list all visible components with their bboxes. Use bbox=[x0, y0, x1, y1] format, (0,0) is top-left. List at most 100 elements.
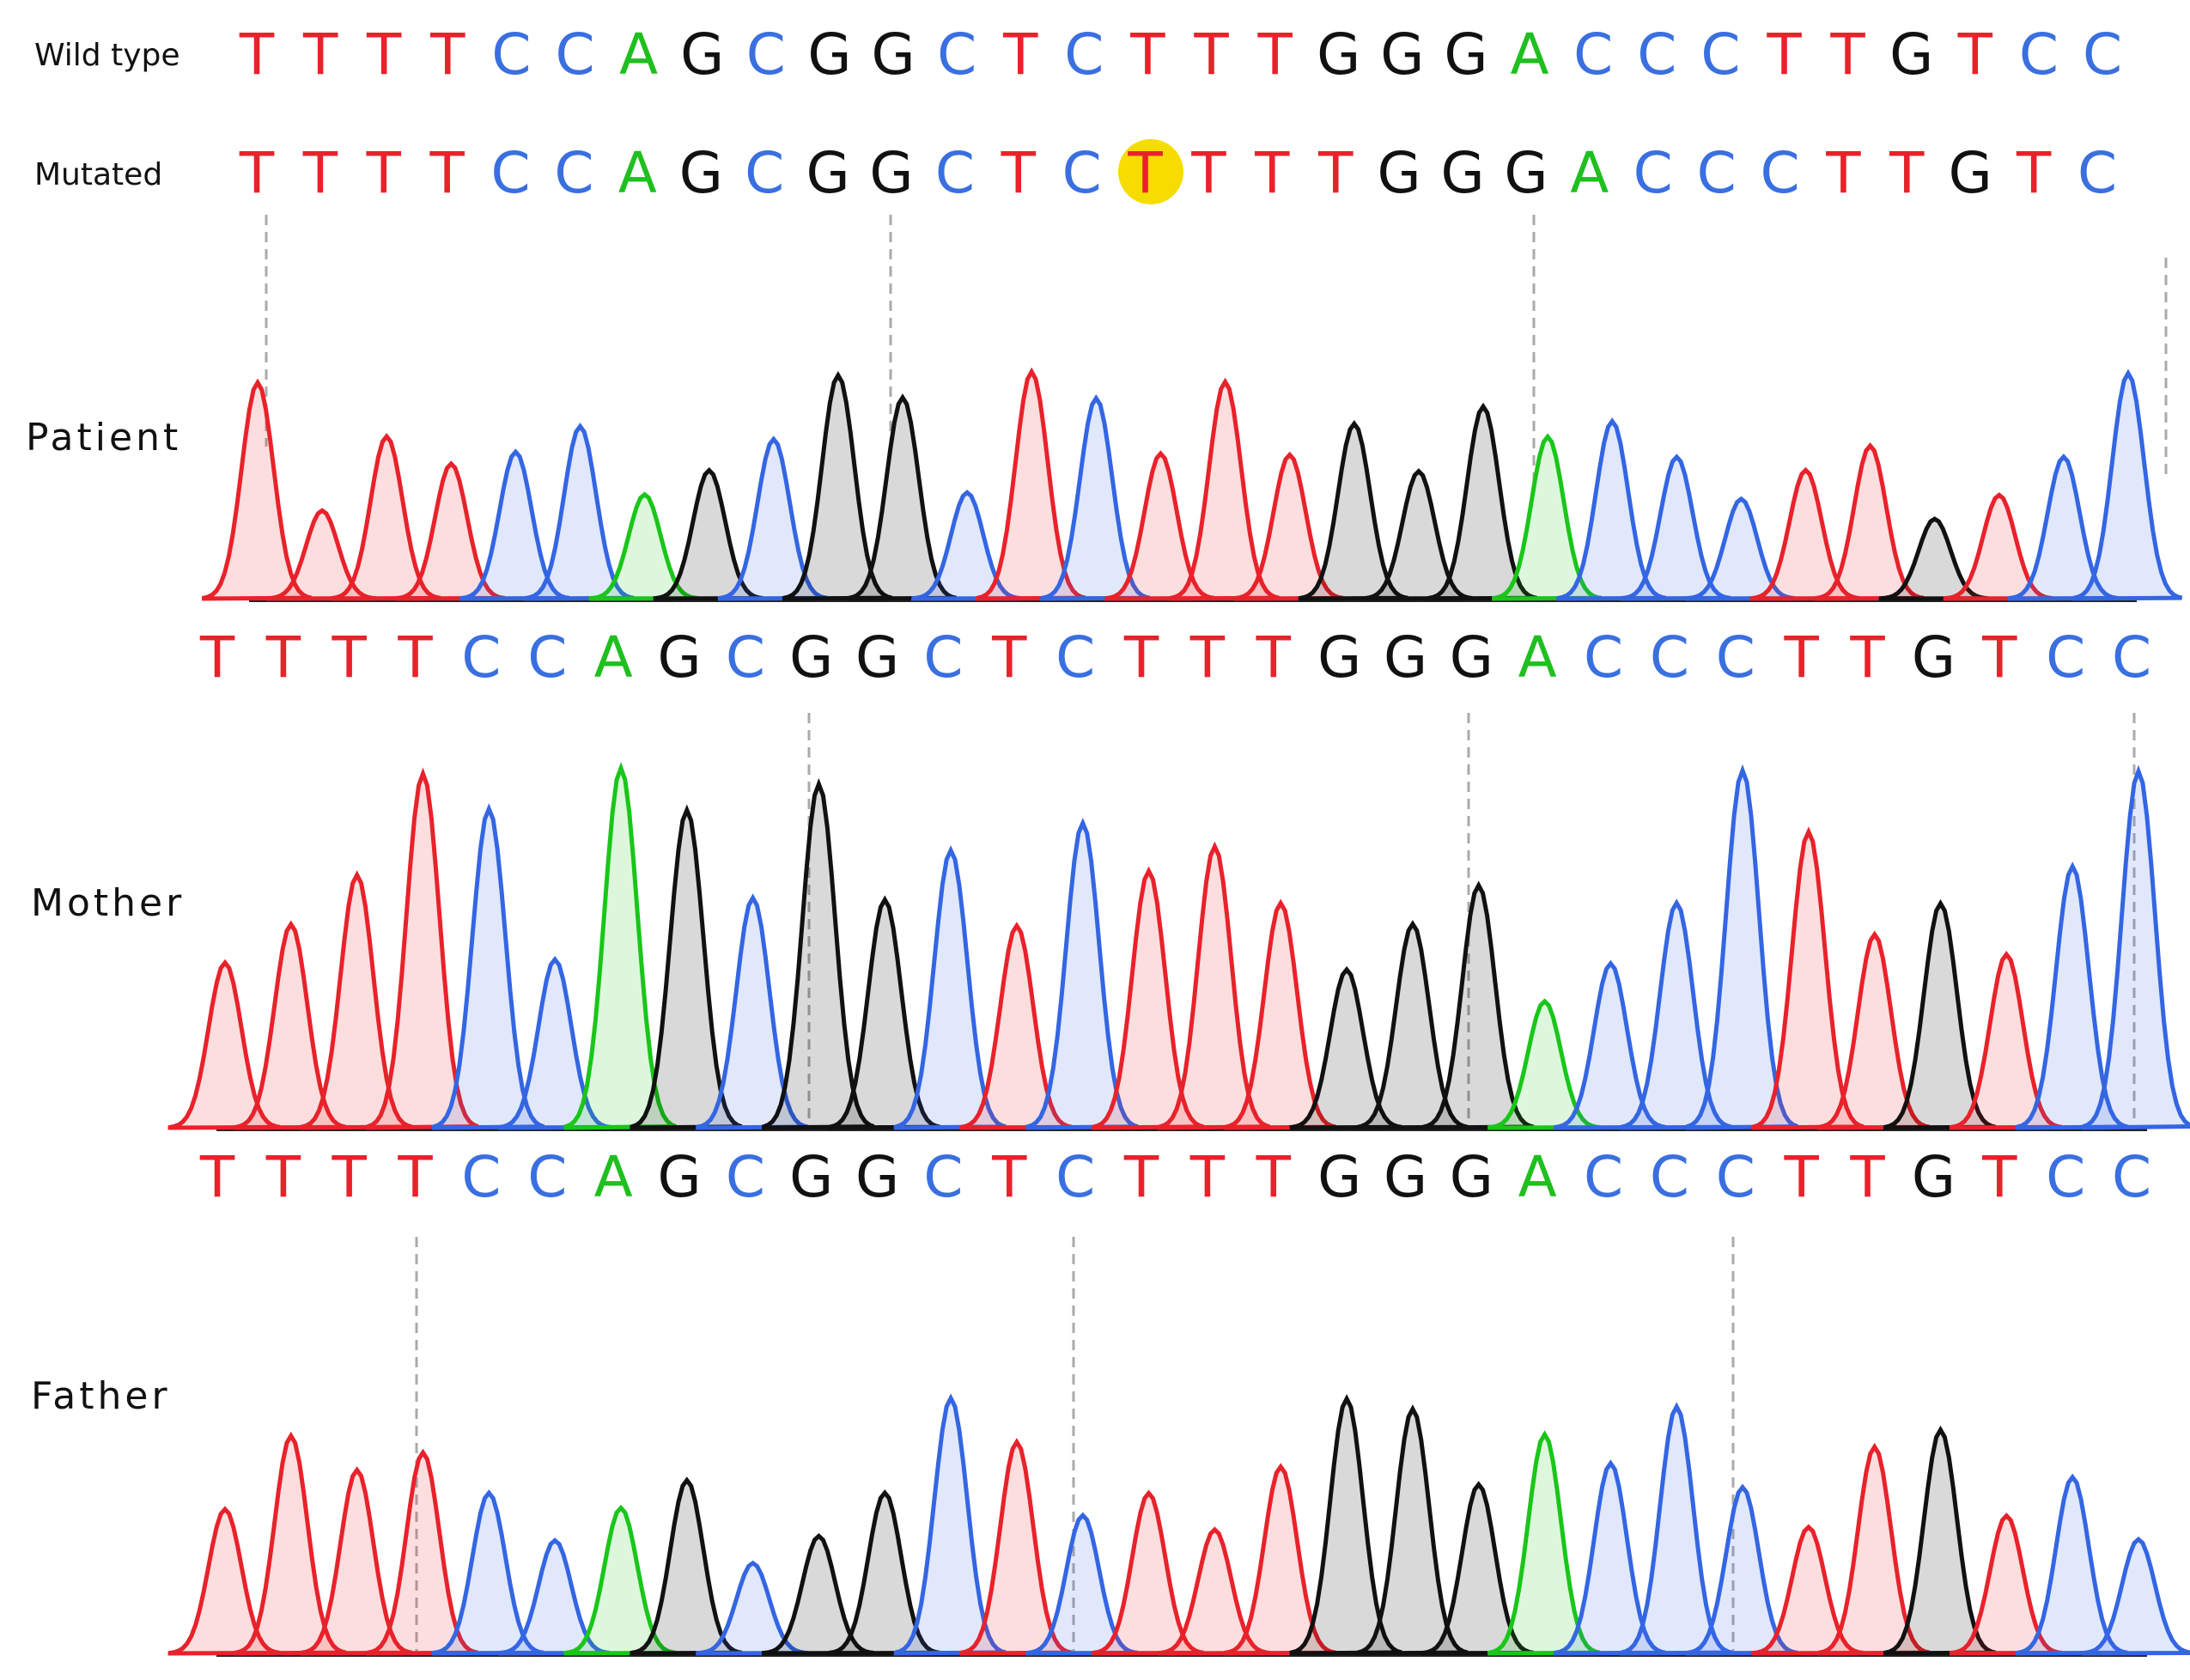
peak bbox=[696, 893, 809, 1130]
base-letter: T bbox=[991, 624, 1027, 691]
peak bbox=[1355, 920, 1469, 1130]
base-letter: G bbox=[657, 1144, 701, 1210]
base-letter: G bbox=[1504, 140, 1548, 206]
base-letter: T bbox=[199, 1144, 235, 1210]
base-letter: T bbox=[1254, 140, 1290, 206]
peak bbox=[1487, 998, 1600, 1130]
base-letter: C bbox=[1055, 1144, 1095, 1210]
peak bbox=[1421, 1481, 1535, 1656]
base-letter: C bbox=[1584, 624, 1623, 691]
peak bbox=[1685, 1483, 1798, 1656]
base-letter: C bbox=[2046, 1144, 2085, 1210]
peak bbox=[1817, 930, 1931, 1130]
peak bbox=[497, 956, 611, 1130]
peak bbox=[1421, 880, 1535, 1130]
peak bbox=[1298, 420, 1408, 601]
peak bbox=[431, 1489, 544, 1656]
base-letter: C bbox=[2112, 624, 2151, 691]
peak bbox=[782, 370, 893, 601]
peak bbox=[1943, 492, 2053, 601]
peak bbox=[1619, 1402, 1732, 1656]
row-label: Mutated bbox=[34, 157, 162, 192]
base-letter: T bbox=[1766, 21, 1802, 88]
peak bbox=[1817, 1442, 1931, 1656]
base-letter: G bbox=[869, 140, 913, 206]
peak bbox=[1233, 451, 1344, 601]
peak bbox=[1487, 1430, 1601, 1656]
peak bbox=[1949, 950, 2062, 1130]
peak bbox=[1556, 417, 1667, 601]
peak bbox=[1685, 496, 1796, 601]
base-letter: A bbox=[1518, 1144, 1557, 1210]
base-letter: C bbox=[1650, 1144, 1689, 1210]
base-letter: G bbox=[1384, 624, 1427, 691]
peak bbox=[1751, 1524, 1865, 1656]
base-letter: C bbox=[1760, 140, 1799, 206]
base-letter: G bbox=[871, 21, 915, 88]
peak bbox=[959, 1438, 1073, 1656]
peak bbox=[563, 1504, 677, 1656]
peak bbox=[365, 767, 479, 1130]
base-letter: T bbox=[302, 21, 338, 88]
trace bbox=[167, 1393, 2190, 1657]
base-letter: C bbox=[937, 21, 976, 88]
peak bbox=[2071, 368, 2183, 601]
base-letter: T bbox=[1981, 1144, 2017, 1210]
peak bbox=[2081, 1536, 2190, 1656]
base-letter: C bbox=[1573, 21, 1613, 88]
peak bbox=[1104, 450, 1215, 601]
peak bbox=[1169, 377, 1280, 601]
base-letter: G bbox=[855, 1144, 899, 1210]
base-letter: T bbox=[1317, 140, 1354, 206]
base-letter: C bbox=[2077, 140, 2117, 206]
panel-label: Mother bbox=[31, 881, 185, 925]
peak bbox=[1040, 394, 1151, 601]
peak bbox=[1878, 516, 1989, 601]
base-letter: T bbox=[1829, 21, 1865, 88]
base-letter: G bbox=[679, 140, 723, 206]
peak bbox=[761, 1533, 874, 1656]
base-letter: C bbox=[2112, 1144, 2151, 1210]
base-letter: C bbox=[1700, 21, 1740, 88]
peak bbox=[1619, 898, 1732, 1130]
base-letter: C bbox=[1584, 1144, 1623, 1210]
peak bbox=[167, 1506, 281, 1656]
base-letter: G bbox=[1912, 624, 1956, 691]
base-letter: C bbox=[1650, 624, 1689, 691]
base-letter: C bbox=[554, 140, 593, 206]
base-letter: G bbox=[657, 624, 701, 691]
peak bbox=[1621, 453, 1731, 601]
peak bbox=[2015, 1473, 2128, 1656]
base-letter: C bbox=[555, 21, 594, 88]
peak bbox=[910, 490, 1021, 601]
peak bbox=[2007, 453, 2118, 601]
peak bbox=[201, 378, 313, 601]
peak bbox=[1025, 818, 1139, 1130]
base-letter: G bbox=[1444, 21, 1487, 88]
base-letter: C bbox=[1064, 21, 1104, 88]
base-letter: G bbox=[1378, 140, 1421, 206]
peak bbox=[717, 435, 828, 601]
peak bbox=[1157, 1526, 1270, 1656]
base-letter: T bbox=[265, 624, 301, 691]
peak bbox=[167, 959, 281, 1130]
base-letter: T bbox=[1002, 21, 1038, 88]
base-letter: T bbox=[1256, 1144, 1292, 1210]
base-letter: T bbox=[1189, 1144, 1226, 1210]
base-letter: T bbox=[1825, 140, 1861, 206]
peak bbox=[497, 1537, 611, 1656]
base-letter: T bbox=[991, 1144, 1027, 1210]
base-letter: G bbox=[789, 624, 833, 691]
peak bbox=[893, 1393, 1007, 1656]
base-letter: G bbox=[1317, 21, 1360, 88]
peak bbox=[1289, 1394, 1402, 1656]
base-letter: T bbox=[397, 1144, 433, 1210]
peak bbox=[459, 448, 570, 601]
peak bbox=[300, 1466, 413, 1656]
peak bbox=[1751, 826, 1865, 1130]
base-letter: T bbox=[2016, 140, 2052, 206]
peak bbox=[1092, 866, 1205, 1130]
panel-label: Father bbox=[31, 1374, 171, 1418]
base-letter: C bbox=[745, 140, 784, 206]
